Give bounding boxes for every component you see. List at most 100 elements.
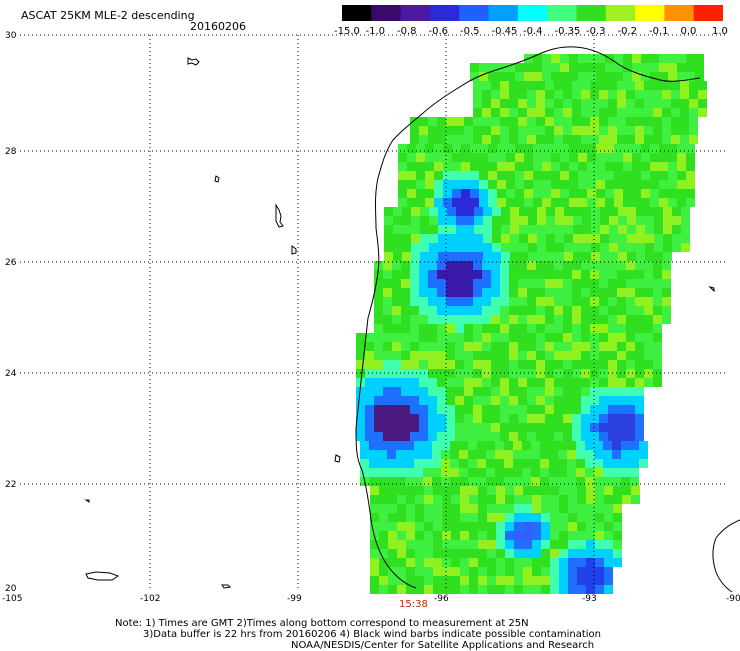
data-cell (473, 423, 482, 432)
data-cell (442, 504, 451, 513)
data-cell (509, 315, 518, 324)
data-cell (554, 423, 563, 432)
data-cell (662, 306, 671, 315)
data-cell (522, 468, 531, 477)
data-cell (677, 144, 686, 153)
data-cell (441, 441, 450, 450)
data-cell (370, 486, 379, 495)
data-cell (614, 63, 623, 72)
data-cell (523, 504, 532, 513)
data-cell (532, 540, 541, 549)
data-cell (473, 333, 482, 342)
data-cell (563, 297, 572, 306)
data-cell (383, 414, 392, 423)
data-cell (554, 306, 563, 315)
data-cell (563, 108, 572, 117)
data-cell (406, 486, 415, 495)
data-cell (689, 135, 698, 144)
data-cell (680, 117, 689, 126)
data-cell (599, 324, 608, 333)
data-cell (550, 549, 559, 558)
data-cell (618, 243, 627, 252)
data-cell (546, 225, 555, 234)
data-cell (563, 405, 572, 414)
data-cell (550, 540, 559, 549)
data-cell (609, 252, 618, 261)
data-cell (536, 99, 545, 108)
data-cell (464, 117, 473, 126)
data-cell (551, 180, 560, 189)
data-cell (689, 99, 698, 108)
data-cell (524, 63, 533, 72)
data-cell (536, 423, 545, 432)
data-cell (478, 567, 487, 576)
colorbar-label: -0.1 (649, 26, 669, 37)
data-cell (572, 117, 581, 126)
data-cell (608, 117, 617, 126)
data-cell (662, 279, 671, 288)
data-cell (423, 468, 432, 477)
data-cell (644, 288, 653, 297)
data-cell (545, 99, 554, 108)
data-cell (527, 108, 536, 117)
data-cell (596, 162, 605, 171)
data-cell (384, 243, 393, 252)
data-cell (396, 468, 405, 477)
data-cell (568, 558, 577, 567)
data-cell (617, 414, 626, 423)
data-cell (482, 315, 491, 324)
data-cell (424, 549, 433, 558)
data-cell (491, 117, 500, 126)
lat-label: 20 (5, 584, 17, 594)
data-cell (672, 243, 681, 252)
data-cell (680, 126, 689, 135)
data-cell (383, 261, 392, 270)
data-cell (644, 342, 653, 351)
data-cell (509, 108, 518, 117)
data-cell (388, 576, 397, 585)
data-cell (446, 414, 455, 423)
data-cell (551, 72, 560, 81)
data-cell (473, 90, 482, 99)
data-cell (464, 126, 473, 135)
data-cell (446, 369, 455, 378)
data-cell (623, 153, 632, 162)
data-cell (429, 216, 438, 225)
data-cell (527, 360, 536, 369)
data-cell (537, 243, 546, 252)
data-cell (450, 468, 459, 477)
data-cell (383, 351, 392, 360)
data-cell (437, 135, 446, 144)
data-cell (437, 126, 446, 135)
data-cell (630, 477, 639, 486)
data-cell (455, 135, 464, 144)
data-cell (500, 387, 509, 396)
data-cell (590, 270, 599, 279)
data-cell (560, 72, 569, 81)
data-cell (578, 144, 587, 153)
data-cell (558, 441, 567, 450)
data-cell (578, 189, 587, 198)
data-cell (599, 414, 608, 423)
data-cell (460, 531, 469, 540)
data-cell (582, 207, 591, 216)
data-cell (536, 378, 545, 387)
data-cell (383, 378, 392, 387)
data-cell (542, 153, 551, 162)
data-cell (645, 252, 654, 261)
data-cell (605, 189, 614, 198)
data-cell (473, 351, 482, 360)
data-cell (572, 423, 581, 432)
data-cell (518, 423, 527, 432)
data-cell (545, 117, 554, 126)
data-cell (603, 468, 612, 477)
coastline-louisiana (574, 46, 701, 82)
data-cell (509, 288, 518, 297)
data-cell (635, 117, 644, 126)
data-cell (635, 261, 644, 270)
data-cell (505, 549, 514, 558)
data-cell (536, 90, 545, 99)
data-cell (434, 198, 443, 207)
data-cell (608, 90, 617, 99)
data-cell (545, 369, 554, 378)
